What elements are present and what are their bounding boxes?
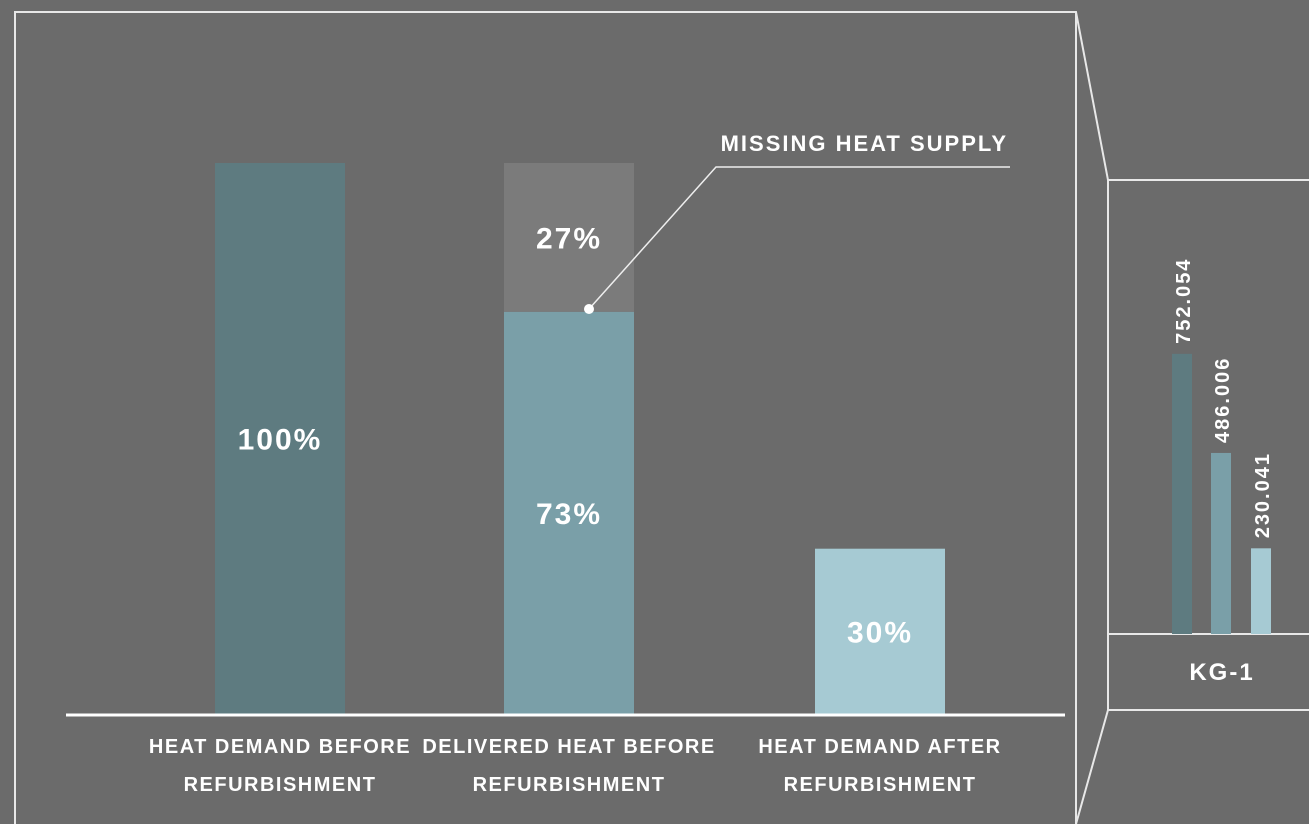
value-label: 30%	[847, 616, 913, 649]
bar	[1211, 452, 1231, 634]
bar-segment	[815, 548, 945, 714]
frame	[14, 11, 1309, 824]
bar-segment	[504, 163, 634, 312]
value-label: 486.006	[1212, 357, 1234, 443]
value-label: 100%	[238, 424, 323, 457]
annotation: MISSING HEAT SUPPLY	[721, 131, 1008, 156]
bar-segment	[215, 163, 345, 714]
value-label: 230.041	[1252, 452, 1274, 538]
value-label: 73%	[536, 498, 602, 531]
bar-segment	[504, 311, 634, 714]
annotation-leader	[588, 166, 1010, 310]
value-label: 752.054	[1173, 258, 1195, 344]
frame-line	[14, 11, 1309, 824]
annotation-dot	[584, 304, 594, 314]
x-tick-label: KG-1	[1189, 659, 1254, 686]
bar	[1172, 353, 1192, 634]
x-tick-label: HEAT DEMAND BEFORE REFURBISHMENT	[148, 736, 412, 796]
x-tick-label: HEAT DEMAND AFTER REFURBISHMENT	[758, 736, 1002, 796]
value-label: 27%	[536, 222, 602, 255]
frame-line	[1075, 180, 1109, 824]
x-tick-label: DELIVERED HEAT BEFORE REFURBISHMENT	[422, 736, 716, 796]
bar	[1251, 548, 1271, 634]
